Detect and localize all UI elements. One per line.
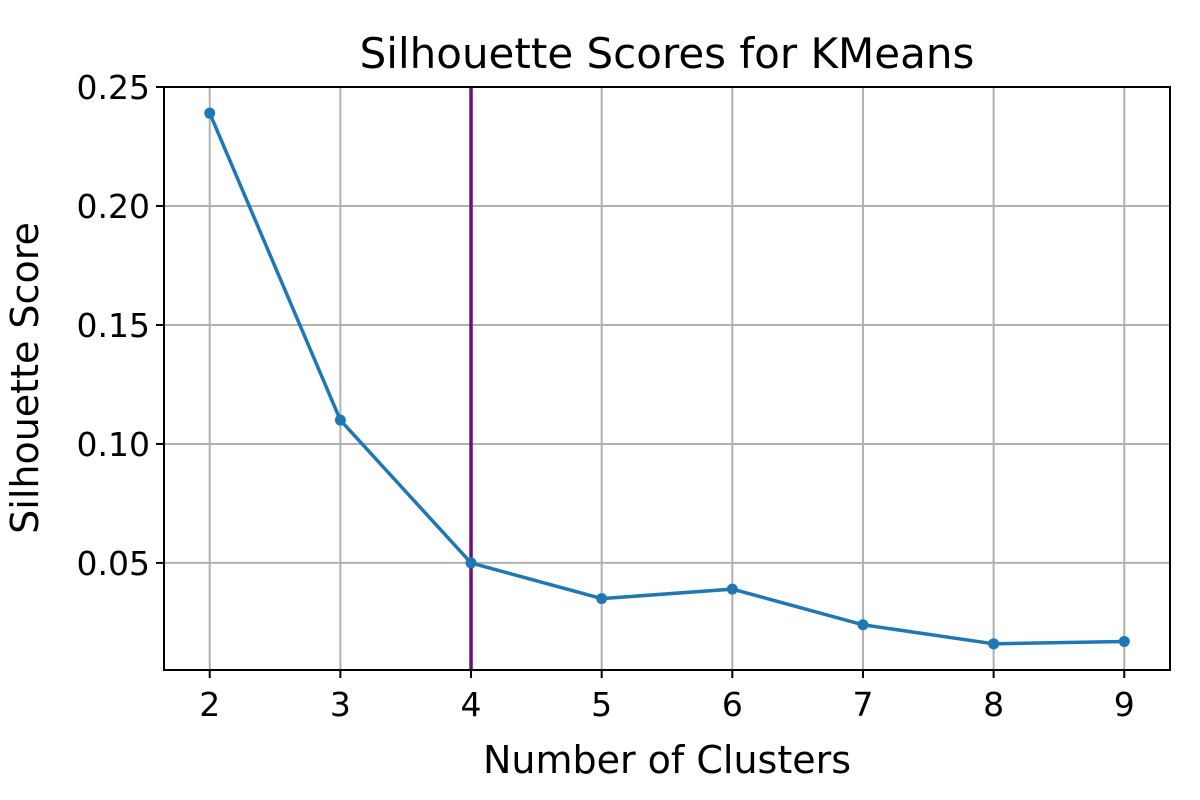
data-point — [596, 593, 608, 605]
grid-lines — [164, 86, 1170, 670]
y-tick-label: 0.15 — [77, 306, 150, 345]
series-layer — [204, 107, 1130, 650]
y-tick-label: 0.20 — [77, 187, 150, 226]
x-tick-label: 9 — [1114, 685, 1135, 724]
data-point — [1118, 635, 1130, 647]
tick-layer: 2 3 4 5 6 7 8 9 0.05 0.10 0.15 0.20 0.25 — [77, 68, 1135, 724]
y-tick-label: 0.10 — [77, 425, 150, 464]
x-axis-label: Number of Clusters — [483, 738, 851, 782]
data-point — [465, 557, 477, 569]
plot-frame — [163, 86, 1171, 671]
y-tick-label: 0.25 — [77, 68, 150, 107]
x-tick-label: 4 — [461, 685, 482, 724]
data-point — [204, 107, 216, 119]
x-tick-label: 3 — [330, 685, 351, 724]
y-axis-label: Silhouette Score — [3, 222, 47, 534]
x-tick-label: 6 — [722, 685, 743, 724]
data-point — [726, 583, 738, 595]
x-tick-label: 5 — [591, 685, 612, 724]
x-tick-label: 2 — [199, 685, 220, 724]
data-point — [988, 638, 1000, 650]
data-point — [334, 414, 346, 426]
y-tick-label: 0.05 — [77, 544, 150, 583]
series-line — [208, 112, 1125, 646]
chart-title: Silhouette Scores for KMeans — [360, 29, 975, 78]
x-tick-label: 8 — [983, 685, 1004, 724]
x-tick-label: 7 — [852, 685, 873, 724]
data-point — [857, 619, 869, 631]
